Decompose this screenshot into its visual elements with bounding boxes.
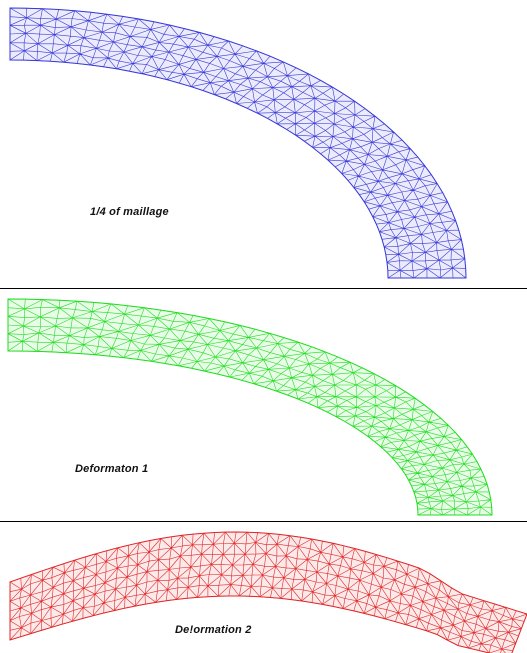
mesh-boundary [9, 531, 527, 653]
mesh-region [8, 299, 492, 515]
caption-deformation-2: De!ormation 2 [175, 624, 252, 636]
mesh-panel-deformation-2: De!ormation 2 [0, 522, 527, 653]
caption-deformation-1: Deformaton 1 [75, 463, 149, 475]
mesh-boundary [7, 298, 493, 516]
mesh-boundary [9, 7, 467, 279]
mesh-panel-deformation-1: Deformaton 1 [0, 289, 527, 521]
caption-original-mesh: 1/4 of maillage [90, 206, 169, 218]
mesh-drawing-deformation-1 [7, 298, 493, 516]
mesh-drawing-deformation-2 [9, 531, 527, 653]
mesh-panel-original: 1/4 of maillage [0, 0, 527, 288]
divider-1 [0, 288, 527, 289]
divider-2 [0, 521, 527, 522]
mesh-region [10, 532, 527, 653]
mesh-drawing-original [9, 7, 467, 279]
